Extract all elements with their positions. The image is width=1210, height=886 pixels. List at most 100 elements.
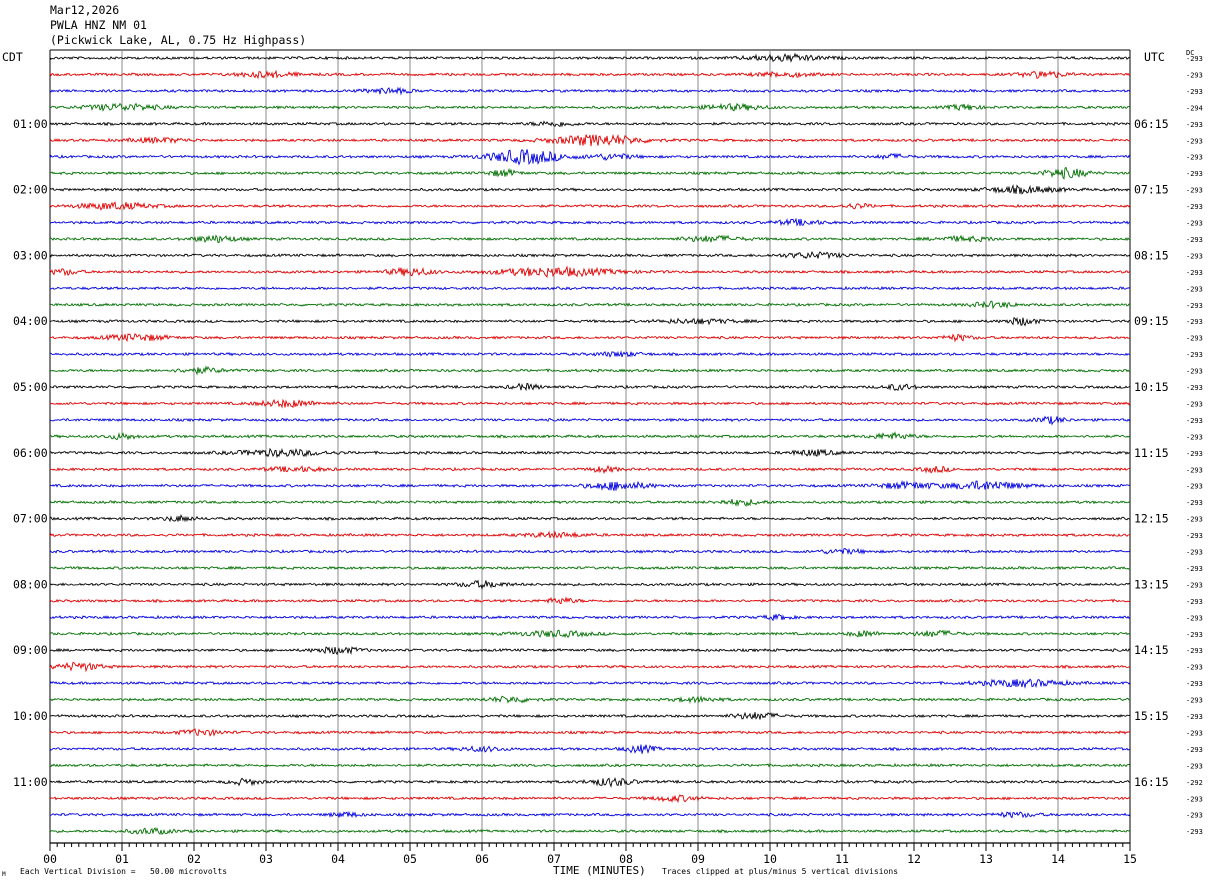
dc-offset-value: -293 (1186, 203, 1203, 211)
seismic-trace (49, 133, 1131, 147)
right-hour-label: 16:15 (1134, 775, 1169, 789)
vertical-division-note: Each Vertical Division = 50.00 microvolt… (20, 867, 228, 876)
dc-offset-value: -294 (1186, 104, 1203, 112)
dc-offset-value: -293 (1186, 433, 1203, 441)
dc-offset-value: -293 (1186, 318, 1203, 326)
x-tick-label: 02 (187, 852, 201, 866)
seismic-trace (49, 498, 1131, 507)
seismic-trace (49, 350, 1131, 358)
seismic-trace (49, 530, 1130, 540)
seismic-trace (49, 678, 1131, 689)
dc-offset-value: -293 (1186, 762, 1203, 770)
left-timezone-label: CDT (2, 50, 23, 64)
seismic-trace (49, 250, 1131, 260)
seismic-trace (49, 166, 1131, 180)
right-hour-label: 15:15 (1134, 709, 1169, 723)
trace-group (49, 52, 1131, 836)
seismic-trace (49, 184, 1131, 195)
x-tick-label: 11 (835, 852, 849, 866)
dc-offset-value: -293 (1186, 812, 1203, 820)
seismic-trace (49, 120, 1131, 128)
seismic-trace (49, 265, 1131, 278)
dc-offset-value: -293 (1186, 598, 1203, 606)
seismic-trace (49, 744, 1131, 754)
seismic-trace (49, 316, 1131, 327)
x-tick-label: 06 (475, 852, 489, 866)
dc-offset-value: -293 (1186, 647, 1203, 655)
seismic-trace (49, 398, 1131, 409)
seismic-trace (49, 86, 1131, 96)
grid-lines (49, 49, 1131, 843)
dc-offset-value: -293 (1186, 368, 1203, 376)
seismic-trace (49, 365, 1131, 376)
x-tick-label: 14 (1051, 852, 1065, 866)
seismic-trace (49, 728, 1131, 737)
right-hour-label: 10:15 (1134, 380, 1169, 394)
left-hour-label: 11:00 (13, 775, 48, 789)
x-axis-title: TIME (MINUTES) (553, 864, 646, 877)
right-hour-label: 13:15 (1134, 577, 1169, 591)
seismic-trace (49, 382, 1131, 392)
right-timezone-label: UTC (1144, 50, 1165, 64)
left-hour-label: 06:00 (13, 446, 48, 460)
dc-offset-value: -293 (1186, 713, 1203, 721)
station-location: (Pickwick Lake, AL, 0.75 Hz Highpass) (50, 33, 307, 47)
x-tick-label: 07 (547, 852, 561, 866)
dc-offset-value: -293 (1186, 532, 1203, 540)
dc-offset-value: -293 (1186, 614, 1203, 622)
dc-offset-value: -293 (1186, 549, 1203, 557)
dc-offset-value: -293 (1186, 252, 1203, 260)
dc-offset-value: -293 (1186, 236, 1203, 244)
dc-offset-value: -293 (1186, 483, 1203, 491)
dc-offset-value: -293 (1186, 220, 1203, 228)
right-hour-label: 06:15 (1134, 117, 1169, 131)
x-tick-label: 00 (43, 852, 57, 866)
hour-labels: -293 -293 -293 -294 -293 -293 -293 -293 -293 -293… (13, 55, 1203, 836)
seismic-trace (49, 711, 1131, 720)
left-hour-label: 08:00 (13, 577, 48, 591)
corner-mark: M (2, 871, 6, 878)
x-tick-label: 05 (403, 852, 417, 866)
dc-offset-value: -293 (1186, 400, 1203, 408)
clipping-note: Traces clipped at plus/minus 5 vertical … (662, 867, 899, 876)
left-hour-label: 07:00 (13, 512, 48, 526)
seismic-trace (49, 447, 1131, 459)
x-tick-label: 10 (763, 852, 777, 866)
dc-offset-value: -293 (1186, 88, 1203, 96)
x-tick-label: 09 (691, 852, 705, 866)
seismic-trace (49, 333, 1131, 343)
seismic-trace (49, 234, 1131, 244)
dc-offset-value: -293 (1186, 729, 1203, 737)
seismic-trace (49, 201, 1131, 211)
seismic-trace (49, 69, 1131, 80)
seismic-trace (49, 52, 1131, 63)
x-tick-label: 03 (259, 852, 273, 866)
right-hour-label: 08:15 (1134, 248, 1169, 262)
dc-offset-value: -293 (1186, 351, 1203, 359)
dc-offset-value: -293 (1186, 697, 1203, 705)
seismic-trace (49, 415, 1131, 426)
seismic-trace (49, 149, 1131, 166)
seismic-trace (49, 217, 1131, 227)
x-tick-label: 04 (331, 852, 345, 866)
right-hour-label: 09:15 (1134, 314, 1169, 328)
dc-offset-value: -293 (1186, 516, 1203, 524)
x-tick-label: 15 (1123, 852, 1137, 866)
dc-offset-value: -293 (1186, 631, 1203, 639)
seismic-trace (49, 285, 1131, 291)
dc-offset-value: -293 (1186, 55, 1203, 63)
left-hour-label: 05:00 (13, 380, 48, 394)
seismic-trace (49, 596, 1131, 605)
seismic-trace (49, 777, 1131, 788)
dc-offset-value: -293 (1186, 828, 1203, 836)
seismic-trace (49, 565, 1131, 571)
dc-offset-header: DC (1186, 49, 1195, 57)
seismic-trace (49, 794, 1131, 804)
seismic-trace (49, 762, 1131, 768)
time-axis: 00 01 02 03 04 05 06 07 08 09 10 11 12 13 14 15 (43, 842, 1137, 866)
dc-offset-value: -293 (1186, 795, 1203, 803)
dc-offset-value: -293 (1186, 664, 1203, 672)
dc-offset-value: -293 (1186, 417, 1203, 425)
dc-offset-value: -293 (1186, 384, 1203, 392)
